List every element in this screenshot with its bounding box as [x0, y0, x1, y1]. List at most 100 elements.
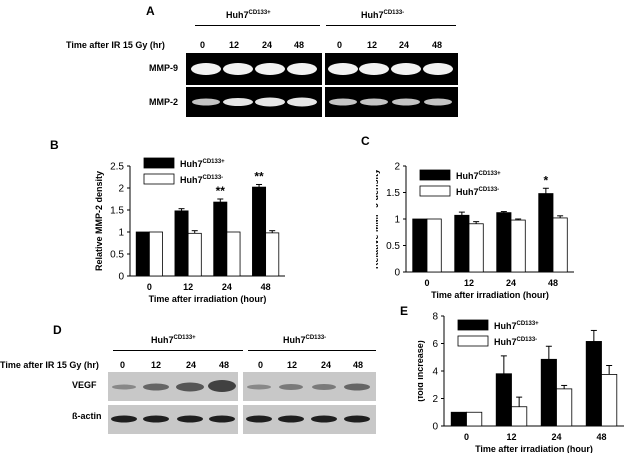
x-tick-label: 0 [147, 282, 152, 292]
y-axis-label: Relative MMP-9 density [376, 169, 380, 269]
panel-d-row-vegf: VEGF [72, 380, 97, 390]
bar-cd133pos-12 [454, 214, 470, 273]
panel-a-time-24b: 24 [399, 40, 410, 50]
bar-cd133pos-48 [538, 193, 554, 273]
significance-marker: * [544, 173, 549, 187]
panel-a-letter: A [146, 4, 155, 18]
panel-d-time-48b: 48 [353, 360, 364, 370]
panel-d-blot [108, 372, 376, 434]
y-tick-label: 1.5 [386, 188, 400, 199]
legend-label: Huh7CD133- [494, 337, 537, 347]
panel-e-letter: E [400, 304, 409, 318]
panel-d-time-24b: 24 [321, 360, 332, 370]
bar-cd133neg-48 [265, 232, 280, 277]
panel-d-group2-line [248, 350, 376, 351]
y-tick-label: 0 [394, 268, 400, 279]
bar-cd133neg-24 [226, 231, 241, 277]
panel-a-group2-line [326, 25, 456, 26]
y-axis-label: VEGF protein in media(fold increase) [418, 322, 425, 420]
y-tick-label: 0.5 [110, 250, 124, 261]
legend-swatch [419, 169, 451, 181]
y-tick-label: 2 [432, 394, 438, 405]
legend-swatch [419, 185, 451, 197]
legend-swatch [457, 319, 489, 331]
legend-label: Huh7CD133- [456, 187, 499, 197]
panel-a-time-12b: 12 [367, 40, 378, 50]
x-tick-label: 12 [506, 432, 516, 442]
y-tick-label: 1.5 [110, 206, 124, 217]
vegf-bands [112, 380, 370, 392]
panel-a-blot [186, 53, 458, 117]
panel-d-group1-line [113, 350, 243, 351]
x-axis-label: Time after irradiation (hour) [475, 444, 593, 453]
y-tick-label: 1 [118, 228, 124, 239]
panel-a-group2-title: Huh7CD133- [361, 10, 405, 20]
panel-a-row-mmp2: MMP-2 [149, 97, 178, 107]
y-tick-label: 4 [432, 367, 438, 378]
bar-cd133neg-0 [148, 231, 163, 277]
panel-d-time-0b: 0 [258, 360, 264, 370]
panel-d-group1-title: Huh7CD133+ [151, 335, 196, 345]
x-tick-label: 24 [551, 432, 561, 442]
panel-d-time-12b: 12 [287, 360, 298, 370]
bar-cd133pos-0 [412, 218, 428, 273]
bar-cd133neg-0 [466, 411, 483, 427]
bar-cd133pos-24 [540, 358, 557, 427]
panel-d-time-12: 12 [151, 360, 162, 370]
bar-cd133pos-48 [585, 341, 602, 427]
panel-a-time-24: 24 [262, 40, 273, 50]
bar-cd133pos-12 [495, 373, 512, 427]
panel-a-row-mmp9: MMP-9 [149, 63, 178, 73]
bar-cd133pos-0 [450, 411, 467, 427]
bar-cd133pos-24 [496, 212, 512, 273]
significance-marker: ** [216, 184, 226, 198]
legend-swatch [457, 335, 489, 347]
y-tick-label: 0 [432, 422, 438, 433]
panel-d-time-0: 0 [120, 360, 126, 370]
legend-label: Huh7CD133+ [456, 171, 501, 181]
bar-cd133pos-0 [135, 231, 150, 277]
x-tick-label: 48 [261, 282, 271, 292]
panel-a-time-0b: 0 [337, 40, 343, 50]
panel-a-time-48: 48 [294, 40, 305, 50]
panel-b-letter: B [50, 138, 59, 152]
x-tick-label: 12 [464, 278, 474, 288]
bar-cd133neg-0 [426, 218, 442, 273]
mmp2-bands [192, 97, 452, 107]
x-tick-label: 0 [424, 278, 429, 288]
significance-marker: ** [254, 169, 264, 183]
panel-a-group1-line [195, 25, 320, 26]
y-tick-label: 8 [432, 312, 438, 323]
bar-cd133pos-24 [213, 201, 228, 277]
panel-a-time-label: Time after IR 15 Gy (hr) [66, 40, 165, 50]
bar-cd133neg-48 [552, 217, 568, 273]
bar-cd133neg-24 [510, 219, 526, 273]
panel-a-time-12: 12 [229, 40, 240, 50]
bar-cd133pos-12 [174, 210, 189, 277]
bar-cd133neg-48 [601, 374, 618, 427]
x-tick-label: 12 [183, 282, 193, 292]
y-tick-label: 2.5 [110, 162, 124, 173]
x-tick-label: 48 [548, 278, 558, 288]
panel-d-row-actin: ß-actin [72, 411, 102, 421]
y-tick-label: 2 [394, 162, 400, 173]
panel-d-time-label: Time after IR 15 Gy (hr) [0, 360, 99, 370]
y-tick-label: 1 [394, 215, 400, 226]
legend-label: Huh7CD133+ [494, 321, 539, 331]
x-tick-label: 24 [222, 282, 232, 292]
x-tick-label: 24 [506, 278, 516, 288]
legend-label: Huh7CD133- [180, 175, 223, 185]
y-tick-label: 0.5 [386, 241, 400, 252]
y-tick-label: 0 [118, 272, 124, 283]
mmp9-bands [191, 63, 453, 75]
x-axis-label: Time after irradiation (hour) [149, 294, 267, 304]
legend-swatch [143, 173, 175, 185]
panel-a-group1-title: Huh7CD133+ [226, 10, 271, 20]
panel-d-group2-title: Huh7CD133- [283, 335, 327, 345]
bar-cd133pos-48 [252, 186, 267, 277]
legend-label: Huh7CD133+ [180, 159, 225, 169]
x-tick-label: 48 [596, 432, 606, 442]
legend-swatch [143, 157, 175, 169]
chart-b: 0 0.5 1 1.5 2 2.5 0 12 24 ** 48 ** Time after irradi… [94, 157, 285, 304]
